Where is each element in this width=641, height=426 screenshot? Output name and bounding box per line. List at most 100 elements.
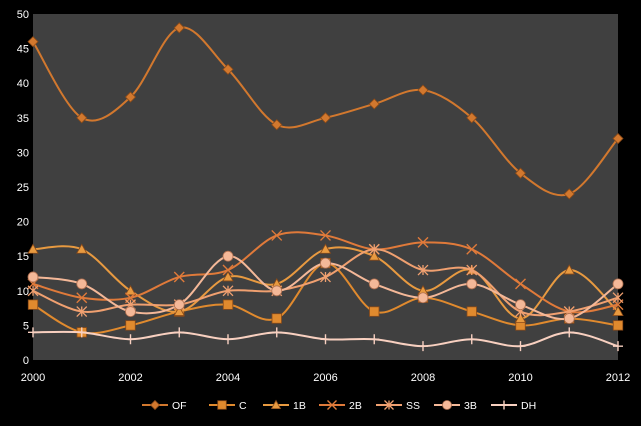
data-point-dh — [466, 334, 477, 345]
data-point-3b — [466, 278, 478, 290]
legend-marker-1b — [270, 399, 282, 409]
x-tick-label: 2004 — [216, 372, 240, 384]
data-point-c — [369, 306, 380, 317]
data-point-dh — [28, 327, 38, 338]
data-point-3b — [612, 278, 624, 290]
y-tick-label: 50 — [17, 9, 29, 21]
legend-item-dh: DH — [491, 400, 536, 412]
data-point-2b — [466, 243, 478, 255]
data-point-ss — [368, 243, 380, 255]
series-dh — [28, 327, 623, 352]
data-point-1b — [563, 264, 575, 275]
data-point-dh — [369, 334, 380, 345]
legend-item-c: C — [209, 400, 247, 412]
data-point-of — [466, 112, 478, 124]
data-point-ss — [466, 264, 478, 276]
data-point-dh — [271, 327, 282, 338]
y-tick-label: 25 — [17, 182, 29, 194]
data-point-dh — [515, 341, 526, 352]
series-of — [27, 22, 624, 200]
data-point-ss — [27, 285, 39, 297]
legend-marker-3b — [442, 400, 452, 410]
data-point-2b — [222, 264, 234, 276]
legend-label-dh: DH — [521, 400, 536, 412]
data-point-ss — [612, 292, 624, 304]
legend-marker-c — [217, 400, 227, 410]
data-point-3b — [320, 257, 331, 269]
series-1b — [27, 243, 624, 323]
data-point-of — [173, 22, 185, 34]
data-point-3b — [27, 271, 39, 283]
data-point-dh — [76, 327, 87, 338]
data-point-3b — [173, 299, 185, 311]
data-point-of — [563, 188, 575, 200]
data-point-1b — [222, 271, 234, 282]
y-tick-label: 30 — [17, 147, 29, 159]
x-tick-label: 2006 — [313, 372, 337, 384]
data-point-3b — [368, 278, 380, 290]
data-point-1b — [76, 243, 88, 254]
data-point-dh — [418, 341, 428, 352]
data-point-3b — [125, 306, 136, 317]
data-point-1b — [612, 305, 624, 316]
data-point-dh — [320, 334, 331, 345]
series-3b — [27, 250, 624, 324]
data-point-3b — [515, 299, 526, 311]
data-point-ss — [417, 264, 429, 276]
y-tick-label: 10 — [17, 286, 29, 298]
data-point-1b — [514, 312, 527, 323]
data-point-dh — [174, 327, 185, 338]
series-group — [27, 22, 624, 352]
data-point-of — [271, 119, 283, 131]
data-point-c — [27, 299, 39, 310]
data-point-1b — [319, 243, 332, 254]
data-point-of — [27, 36, 39, 48]
data-point-1b — [124, 284, 137, 296]
x-tick-label: 2010 — [508, 372, 532, 384]
data-point-dh — [613, 341, 623, 352]
data-point-of — [319, 112, 332, 124]
data-point-2b — [173, 271, 185, 283]
legend-item-2b: 2B — [319, 400, 362, 412]
legend-marker-ss — [384, 400, 394, 410]
legend-marker-2b — [327, 400, 337, 410]
legend-label-3b: 3B — [464, 400, 477, 412]
legend-label-c: C — [239, 400, 247, 412]
data-point-dh — [223, 334, 233, 345]
data-point-ss — [222, 285, 234, 297]
data-point-1b — [173, 305, 185, 316]
x-tick-label: 2012 — [606, 372, 630, 384]
x-tick-label: 2008 — [411, 372, 435, 384]
y-tick-label: 45 — [17, 44, 29, 56]
y-tick-label: 20 — [17, 217, 29, 229]
y-tick-label: 40 — [17, 78, 29, 90]
legend: OF C 1B 2B SS 3B DH — [142, 399, 536, 412]
legend-label-1b: 1B — [293, 400, 306, 412]
y-tick-label: 15 — [17, 251, 29, 263]
legend-marker-of — [149, 399, 161, 411]
data-point-dh — [125, 334, 136, 345]
data-point-1b — [368, 250, 380, 261]
data-point-2b — [76, 292, 88, 304]
data-point-c — [125, 320, 136, 331]
data-point-c — [612, 320, 624, 331]
axes: 0 5 10 15 20 25 30 35 40 45 50 2000 2002 2004 2006 2008… — [17, 9, 630, 384]
legend-label-2b: 2B — [349, 400, 362, 412]
data-point-c — [466, 306, 477, 317]
data-point-of — [417, 84, 429, 96]
y-tick-label: 35 — [17, 113, 29, 125]
data-point-dh — [564, 327, 575, 338]
legend-label-of: OF — [172, 400, 187, 412]
data-point-of — [368, 98, 380, 110]
legend-label-ss: SS — [406, 400, 420, 412]
data-point-3b — [271, 285, 283, 297]
data-point-2b — [417, 236, 429, 248]
x-tick-label: 2002 — [118, 372, 142, 384]
y-tick-label: 0 — [23, 355, 29, 367]
data-point-ss — [320, 271, 331, 283]
data-point-c — [222, 299, 234, 310]
data-point-3b — [417, 292, 429, 304]
data-point-2b — [271, 229, 283, 241]
